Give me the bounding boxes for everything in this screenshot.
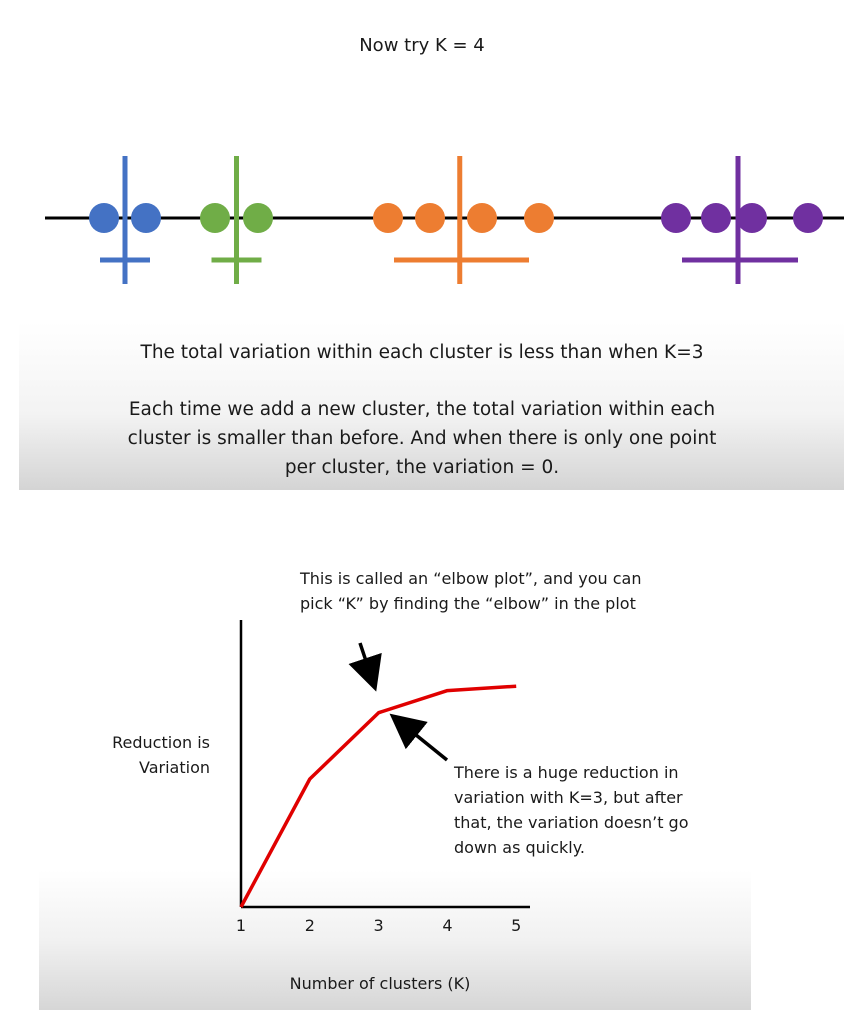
cluster-4-point	[793, 203, 823, 233]
cluster-layer	[89, 156, 823, 284]
cluster-diagram	[45, 156, 844, 284]
caption-line: cluster is smaller than before. And when…	[127, 428, 717, 449]
reduction-annotation: There is a huge reduction in variation w…	[454, 760, 754, 860]
annotation-line: variation with K=3, but after	[454, 788, 683, 807]
slide-bottom: 1 2 3 4 5 This is called an “elbow plot”, an…	[0, 500, 844, 1033]
tick-layer: 1 2 3 4 5	[236, 916, 521, 935]
cluster-1-point	[131, 203, 161, 233]
x-axis-label: Number of clusters (K)	[289, 974, 471, 993]
x-tick-label: 2	[305, 916, 315, 935]
x-tick-label: 1	[236, 916, 246, 935]
annotation-line: There is a huge reduction in	[454, 763, 679, 782]
slide-title: Now try K = 4	[359, 35, 485, 56]
annotation-line: that, the variation doesn’t go	[454, 813, 689, 832]
caption-line: The total variation within each cluster …	[140, 342, 704, 363]
cluster-3-point	[415, 203, 445, 233]
elbow-arrow	[348, 642, 382, 692]
elbow-line	[239, 684, 517, 908]
cluster-4-point	[661, 203, 691, 233]
x-tick-label: 3	[374, 916, 384, 935]
y-axis-label: Reduction is Variation	[70, 730, 210, 780]
cluster-2-point	[243, 203, 273, 233]
caption-total-variation: The total variation within each cluster …	[0, 338, 844, 367]
cluster-3-point	[373, 203, 403, 233]
annotation-line: down as quickly.	[454, 838, 586, 857]
cluster-1-point	[89, 203, 119, 233]
elbow-annotation: This is called an “elbow plot”, and you …	[300, 566, 720, 616]
y-axis-label-line: Variation	[139, 758, 210, 777]
cluster-2-point	[200, 203, 230, 233]
cluster-3-point	[467, 203, 497, 233]
caption-line: per cluster, the variation = 0.	[284, 457, 560, 478]
elbow-plot: 1 2 3 4 5	[236, 620, 530, 935]
annotation-line: This is called an “elbow plot”, and you …	[300, 569, 642, 588]
reduction-arrow	[389, 713, 449, 762]
caption-explanation: Each time we add a new cluster, the tota…	[0, 395, 844, 482]
cluster-4-point	[737, 203, 767, 233]
slide-top: Now try K = 4 The total variation within…	[0, 0, 844, 490]
x-tick-label: 4	[442, 916, 452, 935]
chart-panel	[39, 870, 751, 1010]
y-axis-label-line: Reduction is	[112, 733, 210, 752]
cluster-4-point	[701, 203, 731, 233]
caption-line: Each time we add a new cluster, the tota…	[128, 399, 716, 420]
cluster-3-point	[524, 203, 554, 233]
x-tick-label: 5	[511, 916, 521, 935]
annotation-line: pick “K” by finding the “elbow” in the p…	[300, 594, 636, 613]
caption-panel	[19, 322, 844, 490]
